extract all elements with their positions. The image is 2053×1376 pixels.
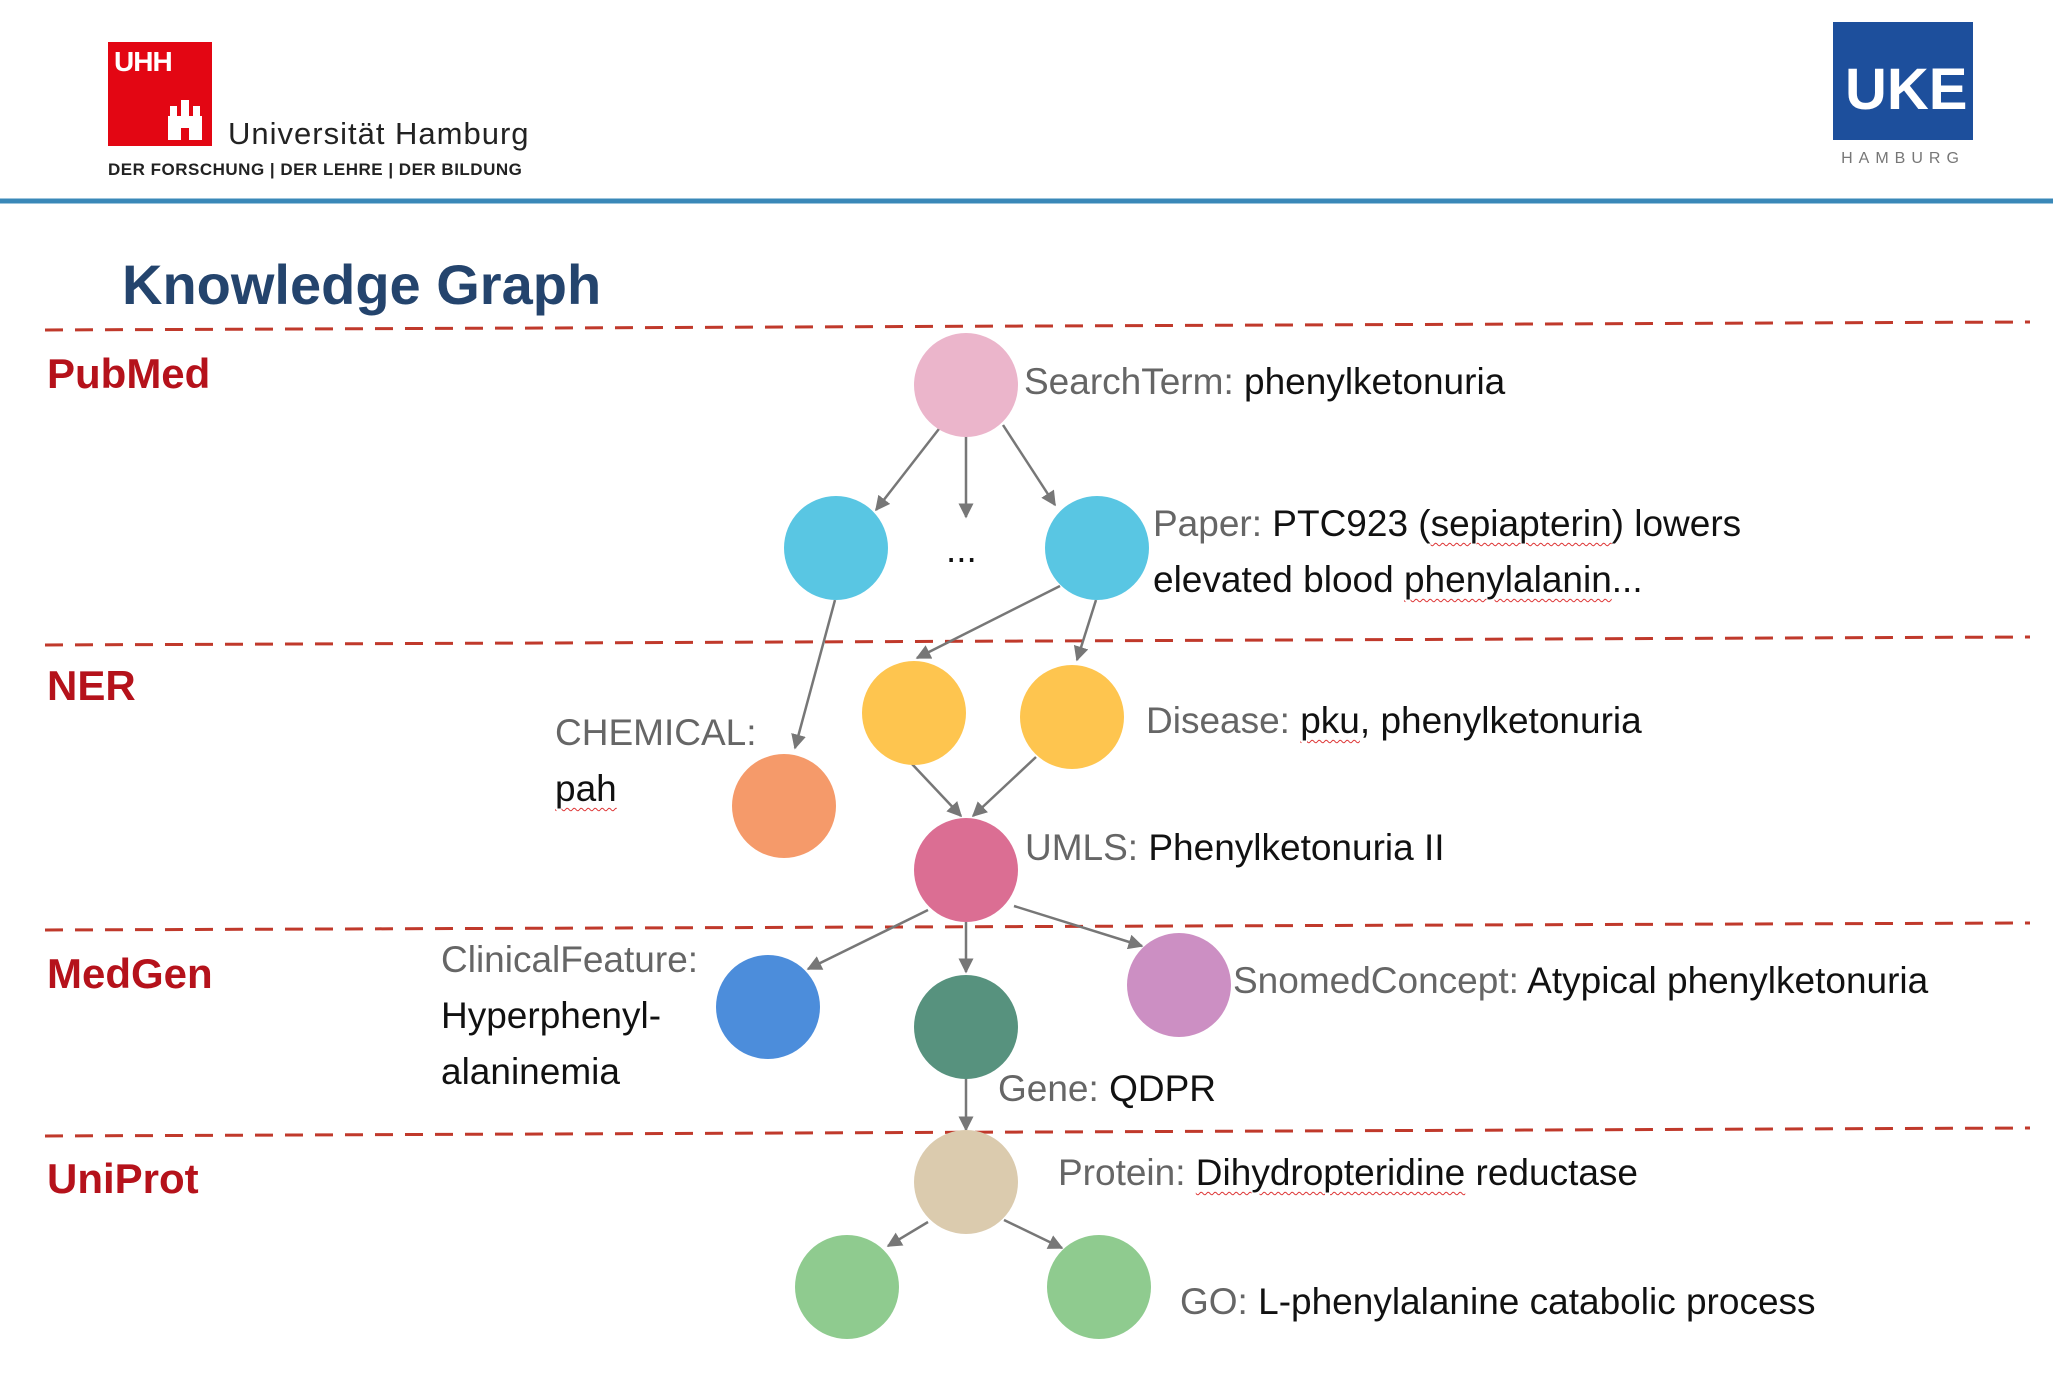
edge-disease-left-umls bbox=[911, 763, 963, 818]
divider-pubmed bbox=[44, 320, 2031, 332]
label-go-type: GO: bbox=[1180, 1281, 1248, 1322]
label-protein: Protein: Dihydropteridine reductase bbox=[1058, 1145, 1638, 1201]
label-paper-line2-pre: elevated blood bbox=[1153, 559, 1404, 600]
node-disease[interactable] bbox=[1020, 665, 1124, 769]
edge-protein-go-left bbox=[886, 1220, 929, 1248]
edge-umls-snomed bbox=[1013, 904, 1144, 950]
uhh-logo: UHH bbox=[108, 42, 212, 146]
label-umls-value: Phenylketonuria II bbox=[1148, 827, 1445, 868]
edge-paper-left-chemical bbox=[791, 599, 837, 750]
node-go[interactable] bbox=[1047, 1235, 1151, 1339]
label-searchterm-value: phenylketonuria bbox=[1244, 361, 1506, 402]
layer-label-pubmed: PubMed bbox=[47, 350, 211, 397]
label-disease: Disease: pku, phenylketonuria bbox=[1146, 693, 1642, 749]
label-disease-post: , phenylketonuria bbox=[1359, 700, 1642, 741]
divider-uniprot bbox=[44, 1126, 2031, 1138]
label-snomedconcept-value: Atypical phenylketonuria bbox=[1527, 960, 1929, 1001]
edge-search-paper-left bbox=[875, 424, 943, 512]
node-snomedconcept[interactable] bbox=[1127, 933, 1231, 1037]
label-chemical-value: pah bbox=[555, 768, 617, 809]
label-chemical-type: CHEMICAL: bbox=[555, 712, 757, 753]
label-disease-sq: pku bbox=[1300, 700, 1360, 741]
label-gene-value: QDPR bbox=[1109, 1068, 1216, 1109]
label-go: GO: L-phenylalanine catabolic process bbox=[1180, 1274, 1816, 1330]
edge-search-paper bbox=[1001, 424, 1057, 507]
edge-paper-disease-left bbox=[915, 584, 1061, 660]
uhh-name: Universität Hamburg bbox=[228, 116, 530, 151]
label-gene-type: Gene: bbox=[998, 1068, 1099, 1109]
label-umls: UMLS: Phenylketonuria II bbox=[1025, 820, 1445, 876]
label-clinicalfeature-type: ClinicalFeature: bbox=[441, 939, 699, 980]
label-paper-sq: sepiapterin bbox=[1430, 503, 1612, 544]
uke-logo-letters: UKE bbox=[1845, 57, 1968, 122]
label-paper-pre: PTC923 ( bbox=[1272, 503, 1431, 544]
castle-icon bbox=[168, 100, 202, 140]
node-disease-left[interactable] bbox=[862, 661, 966, 765]
edge-disease-umls bbox=[971, 756, 1037, 818]
paper-ellipsis: ... bbox=[946, 529, 977, 570]
node-clinicalfeature[interactable] bbox=[716, 955, 820, 1059]
uhh-slogan: DER FORSCHUNG | DER LEHRE | DER BILDUNG bbox=[108, 160, 523, 179]
edge-protein-go bbox=[1003, 1218, 1064, 1250]
label-clinicalfeature: ClinicalFeature: Hyperphenyl- alaninemia bbox=[441, 932, 698, 1100]
label-paper-type: Paper: bbox=[1153, 503, 1263, 544]
label-disease-type: Disease: bbox=[1146, 700, 1290, 741]
divider-ner bbox=[44, 635, 2031, 647]
layer-label-medgen: MedGen bbox=[47, 950, 213, 997]
page-title: Knowledge Graph bbox=[122, 253, 602, 316]
label-protein-sq: Dihydropteridine bbox=[1195, 1152, 1466, 1193]
label-gene: Gene: QDPR bbox=[998, 1061, 1216, 1117]
node-go-left[interactable] bbox=[795, 1235, 899, 1339]
label-searchterm-type: SearchTerm: bbox=[1024, 361, 1234, 402]
node-protein[interactable] bbox=[914, 1130, 1018, 1234]
label-paper-post: ) lowers bbox=[1611, 503, 1742, 544]
node-paper[interactable] bbox=[1045, 496, 1149, 600]
node-paper-left[interactable] bbox=[784, 496, 888, 600]
label-chemical: CHEMICAL: pah bbox=[555, 705, 756, 817]
edge-umls-clinical bbox=[806, 908, 929, 971]
node-umls[interactable] bbox=[914, 818, 1018, 922]
label-protein-post: reductase bbox=[1465, 1152, 1639, 1193]
label-paper: Paper: PTC923 (sepiapterin) lowers eleva… bbox=[1153, 496, 1741, 608]
label-paper-line2-post: ... bbox=[1611, 559, 1643, 600]
node-gene[interactable] bbox=[914, 975, 1018, 1079]
uke-logo: UKE bbox=[1833, 22, 1973, 140]
label-searchterm: SearchTerm: phenylketonuria bbox=[1024, 354, 1505, 410]
label-umls-type: UMLS: bbox=[1025, 827, 1139, 868]
node-chemical[interactable] bbox=[732, 754, 836, 858]
label-go-value: L-phenylalanine catabolic process bbox=[1258, 1281, 1816, 1322]
label-snomedconcept: SnomedConcept: Atypical phenylketonuria bbox=[1233, 953, 1928, 1009]
label-paper-line2-sq: phenylalanin bbox=[1403, 559, 1612, 600]
label-snomedconcept-type: SnomedConcept: bbox=[1233, 960, 1519, 1001]
label-clinicalfeature-line1: Hyperphenyl- bbox=[441, 995, 662, 1036]
layer-label-uniprot: UniProt bbox=[47, 1155, 199, 1202]
layer-label-ner: NER bbox=[47, 662, 136, 709]
node-searchterm[interactable] bbox=[914, 333, 1018, 437]
uhh-logo-letters: UHH bbox=[114, 46, 173, 77]
edge-paper-disease bbox=[1073, 599, 1098, 662]
label-protein-type: Protein: bbox=[1058, 1152, 1186, 1193]
divider-medgen bbox=[44, 921, 2031, 932]
label-clinicalfeature-line2: alaninemia bbox=[441, 1051, 620, 1092]
uke-city: HAMBURG bbox=[1841, 150, 1965, 167]
